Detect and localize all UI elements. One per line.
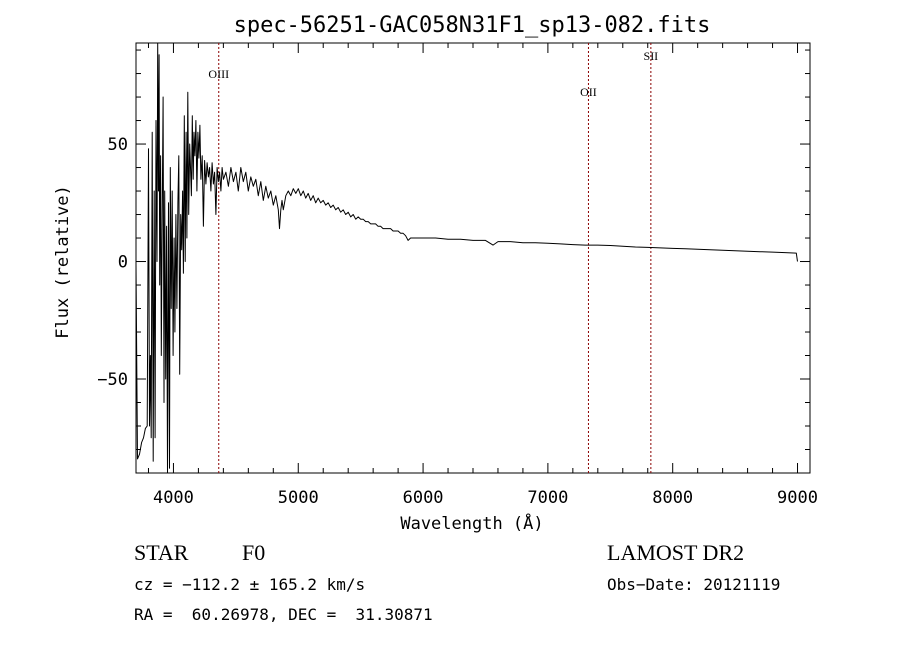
- x-tick-label: 7000: [527, 488, 568, 508]
- x-tick-label: 4000: [153, 488, 194, 508]
- y-axis: −50 0 50: [97, 135, 810, 390]
- x-tick-label: 6000: [403, 488, 444, 508]
- subclass-label: F0: [242, 540, 265, 565]
- y-tick-label: −50: [97, 370, 128, 390]
- x-axis: 4000 5000 6000 7000 8000 9000: [153, 43, 818, 508]
- obs-date: Obs−Date: 20121119: [607, 575, 780, 594]
- y-axis-label: Flux (relative): [53, 185, 73, 339]
- y-tick-label: 0: [118, 253, 128, 273]
- emission-line-markers: OIII OII SII: [208, 43, 658, 473]
- y-tick-label: 50: [108, 135, 128, 155]
- x-tick-label: 5000: [278, 488, 319, 508]
- minor-ticks: [136, 43, 810, 473]
- x-tick-label: 9000: [777, 488, 818, 508]
- cz-readout: cz = −112.2 ± 165.2 km/s: [134, 575, 365, 594]
- line-marker-label: SII: [644, 49, 659, 63]
- x-axis-label: Wavelength (Å): [400, 512, 543, 534]
- plot-frame: [135, 42, 811, 474]
- x-tick-label: 8000: [652, 488, 693, 508]
- line-marker-label: OII: [580, 85, 597, 99]
- spectrum-series-line: [135, 42, 798, 474]
- coordinates-readout: RA = 60.26978, DEC = 31.30871: [134, 605, 433, 624]
- line-marker-label: OIII: [208, 67, 229, 81]
- chart-title: spec-56251-GAC058N31F1_sp13-082.fits: [234, 13, 711, 38]
- survey-label: LAMOST DR2: [607, 540, 744, 565]
- class-label: STAR: [134, 540, 189, 565]
